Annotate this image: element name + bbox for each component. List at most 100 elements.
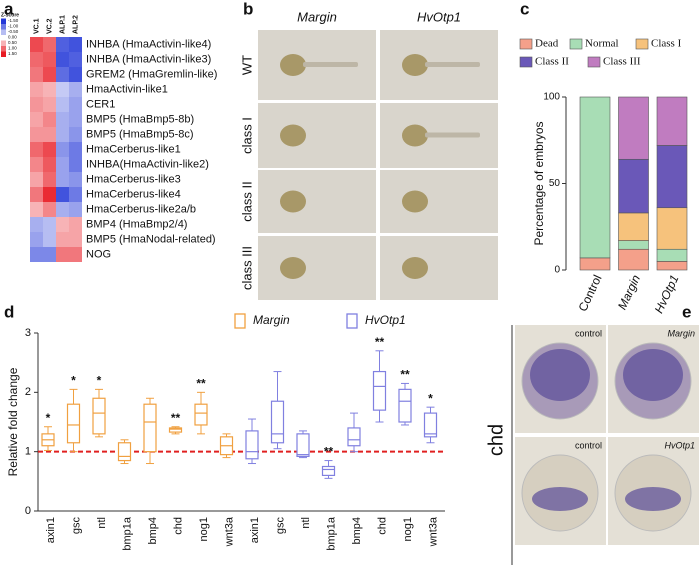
legend-label: Normal <box>585 38 619 50</box>
heatmap-cell <box>30 217 43 232</box>
heatmap-cell <box>69 82 82 97</box>
significance: ** <box>196 377 206 391</box>
embryo-yolk <box>402 257 428 279</box>
photo <box>380 236 498 300</box>
x-tick-label: nog1 <box>198 517 210 541</box>
heatmap-cell <box>43 37 56 52</box>
heatmap-cell <box>43 52 56 67</box>
y-tick-label: 3 <box>25 327 31 339</box>
x-tick-label: Control <box>576 273 605 314</box>
colorbar-label: 0.50 <box>8 40 17 45</box>
heatmap-cell <box>56 97 69 112</box>
row-label: HmaCerberus-like3 <box>86 173 181 185</box>
significance: * <box>97 374 102 388</box>
stain <box>532 487 588 511</box>
colorbar-title: Z-score <box>1 12 19 18</box>
legend-swatch <box>519 38 533 50</box>
y-tick-label: 0 <box>25 505 31 517</box>
photo-label: Margin <box>667 328 695 338</box>
heatmap-cell <box>69 142 82 157</box>
bar-segment <box>656 207 688 250</box>
bar-segment <box>618 248 649 271</box>
colorbar-swatch <box>1 24 6 30</box>
row-label: class I <box>239 117 254 154</box>
row-label: NOG <box>86 248 111 260</box>
legend-swatch <box>587 56 601 68</box>
x-tick-label: bmp4 <box>351 517 363 545</box>
panel-label: d <box>4 302 14 321</box>
heatmap-cell <box>43 187 56 202</box>
heatmap-cell <box>30 142 43 157</box>
row-label: BMP5 (HmaBmp5-8c) <box>86 128 194 140</box>
photo <box>258 236 376 300</box>
heatmap-cell <box>69 127 82 142</box>
bar-segment <box>618 212 649 241</box>
embryo-tail <box>425 132 480 138</box>
x-tick-label: ntl <box>96 517 108 529</box>
embryo-yolk <box>402 124 428 147</box>
heatmap-cell <box>43 112 56 127</box>
heatmap-cell <box>43 157 56 172</box>
heatmap-cell <box>56 217 69 232</box>
gene-label: chd <box>485 424 507 456</box>
embryo-yolk <box>402 190 428 213</box>
x-tick-label: bmp1a <box>121 516 133 551</box>
x-tick-label: Margin <box>615 272 643 311</box>
column-label: VC.1 <box>33 18 40 34</box>
heatmap-cell <box>69 112 82 127</box>
x-tick-label: HvOtp1 <box>652 273 682 316</box>
stain <box>623 349 683 401</box>
heatmap-cell <box>69 157 82 172</box>
row-label: HmaActivin-like1 <box>86 83 168 95</box>
bar-segment <box>656 96 688 146</box>
colorbar-label: 1.00 <box>8 46 17 51</box>
heatmap-cell <box>56 202 69 217</box>
x-tick-label: bmp4 <box>147 517 159 545</box>
heatmap-cell <box>30 157 43 172</box>
embryo-yolk <box>280 54 306 76</box>
row-label: BMP5 (HmaNodal-related) <box>86 233 216 245</box>
photo-label: control <box>575 440 602 450</box>
heatmap-cell <box>30 232 43 247</box>
heatmap-cell <box>56 82 69 97</box>
heatmap-cell <box>43 142 56 157</box>
heatmap-cell <box>43 217 56 232</box>
box <box>168 427 183 433</box>
panel-label: c <box>520 0 529 18</box>
heatmap-cell <box>43 97 56 112</box>
heatmap-cell <box>43 202 56 217</box>
box <box>117 442 132 462</box>
significance: * <box>428 391 433 405</box>
heatmap-cell <box>30 67 43 82</box>
x-tick-label: wnt3a <box>427 516 439 547</box>
heatmap-cell <box>43 82 56 97</box>
heatmap-cell <box>30 127 43 142</box>
stain <box>530 349 590 401</box>
significance: ** <box>375 335 385 349</box>
y-tick-label: 2 <box>25 386 31 398</box>
x-tick-label: gsc <box>70 517 82 535</box>
row-label: BMP4 (HmaBmp2/4) <box>86 218 187 230</box>
bar-segment <box>656 248 688 262</box>
legend-swatch <box>346 313 358 329</box>
row-label: HmaCerberus-like2a/b <box>86 203 196 215</box>
embryo-yolk <box>280 257 306 279</box>
legend-label: Dead <box>535 38 559 50</box>
row-label: HmaCerberus-like1 <box>86 143 181 155</box>
row-label: class II <box>239 181 254 221</box>
y-tick-label: 1 <box>25 446 31 458</box>
heatmap-cell <box>43 127 56 142</box>
legend-swatch <box>519 56 533 68</box>
column-header: Margin <box>297 9 337 24</box>
heatmap-cell <box>30 37 43 52</box>
x-tick-label: axin1 <box>249 517 261 543</box>
row-label: BMP5 (HmaBmp5-8b) <box>86 113 194 125</box>
heatmap-cell <box>43 232 56 247</box>
x-tick-label: chd <box>172 517 184 535</box>
colorbar-swatch <box>1 18 6 24</box>
heatmap-cell <box>30 247 43 262</box>
legend-label: Class II <box>535 56 569 68</box>
bar-segment <box>579 96 611 259</box>
heatmap-cell <box>56 142 69 157</box>
colorbar-swatch <box>1 51 6 57</box>
